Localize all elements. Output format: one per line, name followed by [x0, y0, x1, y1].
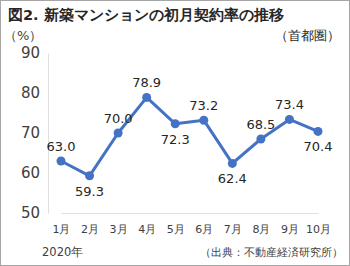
x-tick: 2月: [81, 213, 99, 236]
y-tick-label: 80: [21, 84, 40, 102]
x-tick-label: 2月: [81, 223, 99, 236]
x-tick: 5月: [167, 213, 185, 236]
x-tick: 4月: [138, 213, 156, 236]
series-marker: [314, 127, 323, 136]
x-tick: 10月: [306, 213, 331, 236]
data-label: 72.3: [161, 132, 190, 147]
x-tick: 3月: [110, 213, 128, 236]
series-marker: [142, 93, 151, 102]
y-tick: 80: [21, 84, 48, 102]
data-label: 73.4: [275, 97, 304, 112]
y-tick: 90: [21, 44, 48, 62]
series-line: [61, 97, 318, 175]
series-marker: [285, 115, 294, 124]
series-marker: [171, 119, 180, 128]
series-marker: [114, 129, 123, 138]
frame: [1, 1, 350, 266]
subtitle: （首都圏）: [275, 28, 340, 43]
x-axis-title: 2020年: [42, 245, 83, 259]
x-tick-label: 10月: [306, 223, 331, 236]
x-tick: 7月: [224, 213, 242, 236]
data-label: 59.3: [75, 184, 104, 199]
data-label: 62.4: [218, 171, 247, 186]
y-tick: 60: [21, 164, 48, 182]
series-marker: [57, 157, 66, 166]
title: 図2. 新築マンションの初月契約率の推移: [8, 6, 284, 23]
x-tick-label: 7月: [224, 223, 242, 236]
x-tick-label: 6月: [195, 223, 213, 236]
x-tick: 9月: [281, 213, 299, 236]
y-axis-title: （%）: [4, 28, 42, 43]
y-tick-label: 70: [21, 124, 40, 142]
x-tick-label: 4月: [138, 223, 156, 236]
x-tick-label: 3月: [110, 223, 128, 236]
data-label: 78.9: [132, 75, 161, 90]
chart-svg: 50 60 70 80 90 1月 2月 3月 4月 5月 6月 7月 8月 9月 10月 63.0 59.3 7…: [0, 0, 350, 266]
series-marker: [85, 171, 94, 180]
x-tick: 6月: [195, 213, 213, 236]
series-marker: [256, 135, 265, 144]
data-label: 70.0: [104, 111, 133, 126]
annotation: （出典：不動産経済研究所）: [200, 246, 343, 258]
data-label: 70.4: [304, 139, 333, 154]
data-label: 63.0: [47, 139, 76, 154]
data-labels: 63.0 59.3 70.0 78.9 72.3 73.2 62.4 68.573.4 70.4: [47, 75, 333, 198]
x-tick: 1月: [53, 213, 71, 236]
y-tick-label: 60: [21, 164, 40, 182]
x-tick-label: 8月: [252, 223, 270, 236]
y-tick: 50: [21, 204, 48, 222]
x-tick-label: 1月: [53, 223, 71, 236]
x-tick-label: 9月: [281, 223, 299, 236]
y-tick-label: 50: [21, 204, 40, 222]
series-marker: [228, 159, 237, 168]
series-marker: [199, 116, 208, 125]
series: [57, 93, 323, 180]
y-axis: 50 60 70 80 90: [21, 44, 49, 222]
x-axis-line: [62, 213, 319, 214]
data-label: 73.2: [189, 98, 218, 113]
y-axis-line: [48, 54, 49, 214]
chart-container: 50 60 70 80 90 1月 2月 3月 4月 5月 6月 7月 8月 9月 10月 63.0 59.3 7…: [0, 0, 350, 266]
y-tick-label: 90: [21, 44, 40, 62]
x-tick-label: 5月: [167, 223, 185, 236]
data-label: 68.5: [246, 117, 275, 132]
y-tick: 70: [21, 124, 48, 142]
x-axis: 1月 2月 3月 4月 5月 6月 7月 8月 9月 10月: [53, 213, 332, 236]
x-tick: 8月: [252, 213, 270, 236]
